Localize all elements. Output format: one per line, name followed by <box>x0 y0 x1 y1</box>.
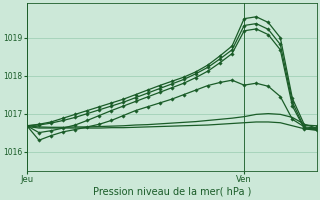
X-axis label: Pression niveau de la mer( hPa ): Pression niveau de la mer( hPa ) <box>92 187 251 197</box>
